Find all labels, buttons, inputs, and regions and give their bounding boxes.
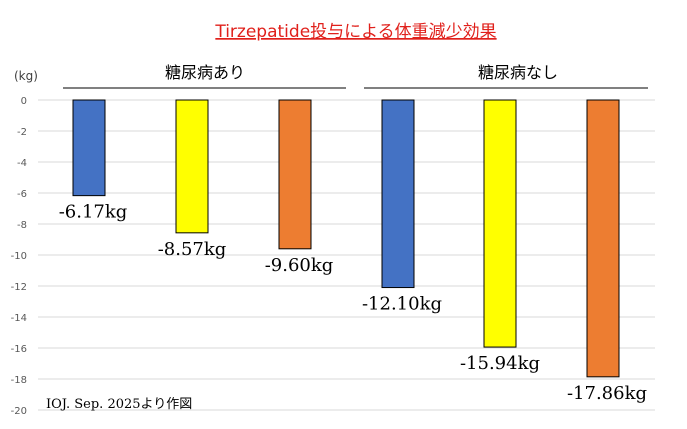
y-tick-label: -2 [17,127,27,138]
data-label: -15.94kg [460,353,540,374]
y-axis-unit-label: (kg) [14,69,38,83]
y-tick-label: -10 [11,251,27,262]
group-label: 糖尿病なし [478,63,558,82]
bar [483,99,517,348]
group-headers: 糖尿病あり 糖尿病なし [63,63,648,89]
gridlines [38,99,655,411]
data-label: -12.10kg [362,294,442,315]
group-label: 糖尿病あり [165,63,245,82]
bar [72,99,106,197]
y-tick-label: -16 [11,344,27,355]
bar [381,99,415,289]
y-tick-label: -8 [17,220,27,231]
chart-title: Tirzepatide投与による体重減少効果 [214,22,496,42]
bar [278,99,312,250]
y-tick-label: -14 [11,313,27,324]
y-tick-label: -12 [11,282,27,293]
bar [175,99,209,234]
y-tick-label: 0 [21,96,27,107]
y-tick-label: -6 [17,189,27,200]
data-labels: -6.17kg -8.57kg -9.60kg -12.10kg -15.94kg -17… [59,202,647,404]
data-label: -6.17kg [59,202,128,223]
y-axis-ticks: 0 -2 -4 -6 -8 -10 -12 -14 -16 -18 -20 [11,96,27,417]
y-tick-label: -18 [11,375,27,386]
bar [586,99,620,378]
data-label: -9.60kg [265,255,334,276]
y-tick-label: -4 [17,158,27,169]
data-label: -8.57kg [158,239,227,260]
bars [72,99,620,378]
y-tick-label: -20 [11,406,27,417]
source-note: IOJ. Sep. 2025より作図 [46,397,192,412]
data-label: -17.86kg [567,383,647,404]
